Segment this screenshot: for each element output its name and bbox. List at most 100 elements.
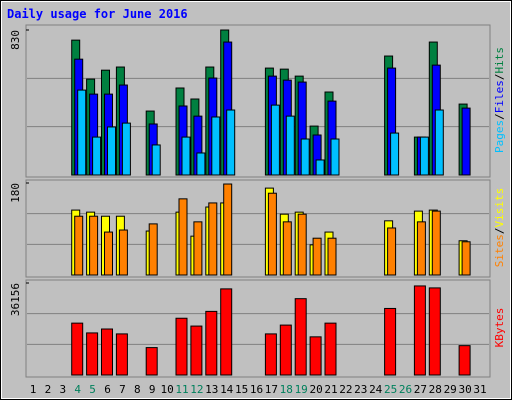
bar [330, 138, 340, 176]
bar [327, 237, 337, 276]
x-tick-label: 28 [429, 383, 442, 396]
bar [294, 298, 307, 376]
bar [190, 325, 203, 376]
legend-entry: KBytes [493, 308, 506, 348]
bar [89, 215, 99, 276]
x-tick-label: 24 [369, 383, 383, 396]
bar [267, 192, 277, 276]
bar [121, 122, 131, 176]
x-tick-label: 15 [235, 383, 248, 396]
legend: KBytes [493, 308, 506, 348]
bar [196, 152, 206, 176]
x-tick-label: 3 [59, 383, 66, 396]
bar [270, 104, 280, 176]
x-tick-label: 22 [339, 383, 352, 396]
x-tick-label: 2 [45, 383, 52, 396]
x-tick-label: 14 [220, 383, 234, 396]
legend-entry: Pages [493, 120, 506, 153]
x-tick-label: 21 [324, 383, 337, 396]
legend: Sites/Visits [493, 188, 506, 268]
x-tick-label: 16 [250, 383, 263, 396]
bar [461, 107, 471, 176]
bar [309, 336, 322, 376]
bar [92, 136, 102, 176]
bar [285, 115, 295, 176]
x-tick-label: 19 [295, 383, 308, 396]
y-tick-label: 36156 [9, 283, 22, 316]
bar [384, 307, 397, 376]
bar [107, 126, 116, 176]
x-tick-label: 30 [458, 383, 471, 396]
bar [118, 229, 128, 276]
x-tick-label: 9 [149, 383, 156, 396]
bar [300, 138, 310, 176]
bar [175, 317, 188, 376]
y-tick-label: 180 [9, 183, 22, 203]
x-tick-label: 11 [175, 383, 188, 396]
x-tick-label: 23 [354, 383, 367, 396]
x-tick-label: 17 [265, 383, 278, 396]
bar [315, 159, 325, 176]
bar [312, 237, 322, 276]
x-tick-label: 4 [74, 383, 81, 396]
bar [148, 223, 158, 276]
bar [461, 241, 471, 276]
bar [223, 183, 233, 276]
bar [77, 89, 87, 176]
bar [104, 231, 113, 276]
bar [101, 328, 113, 376]
bar [71, 322, 84, 376]
legend-entry: Files [493, 80, 506, 113]
bar [74, 215, 84, 276]
x-tick-label: 10 [160, 383, 173, 396]
bar [458, 345, 471, 376]
x-tick-label: 29 [444, 383, 457, 396]
legend-separator: / [493, 228, 506, 235]
bar [145, 347, 158, 376]
x-tick-label: 1 [30, 383, 37, 396]
legend-entry: Hits [493, 47, 506, 74]
x-tick-label: 13 [205, 383, 218, 396]
x-tick-label: 7 [119, 383, 126, 396]
bar [297, 213, 307, 276]
bar [387, 227, 397, 276]
y-tick-label: 830 [9, 30, 22, 50]
bar [282, 221, 292, 276]
bar [226, 109, 236, 176]
x-tick-label: 5 [89, 383, 96, 396]
legend-separator: / [493, 113, 506, 120]
bar [220, 288, 233, 376]
legend: Pages/Files/Hits [493, 47, 506, 153]
bar [431, 210, 441, 276]
x-tick-label: 31 [473, 383, 486, 396]
bar [413, 285, 426, 376]
bar [279, 324, 292, 376]
bar [193, 221, 203, 276]
bar [115, 333, 128, 376]
bar [390, 132, 400, 176]
x-tick-label: 12 [190, 383, 203, 396]
bar [181, 136, 191, 176]
x-tick-label: 20 [309, 383, 322, 396]
bar [428, 287, 441, 376]
chart-title: Daily usage for June 2016 [7, 7, 188, 21]
bar [151, 144, 161, 176]
bar [205, 310, 218, 376]
bar [434, 109, 444, 176]
bar [211, 116, 221, 176]
legend-entry: Sites [493, 234, 506, 267]
legend-separator: / [493, 74, 506, 81]
x-tick-label: 18 [280, 383, 293, 396]
bar [178, 198, 188, 276]
bar [324, 322, 337, 376]
x-tick-label: 26 [399, 383, 412, 396]
bar [86, 332, 99, 376]
legend-entry: Visits [493, 188, 506, 228]
x-tick-label: 27 [414, 383, 427, 396]
bar [416, 221, 426, 276]
x-tick-label: 25 [384, 383, 397, 396]
x-tick-label: 6 [104, 383, 111, 396]
bar [264, 333, 277, 376]
